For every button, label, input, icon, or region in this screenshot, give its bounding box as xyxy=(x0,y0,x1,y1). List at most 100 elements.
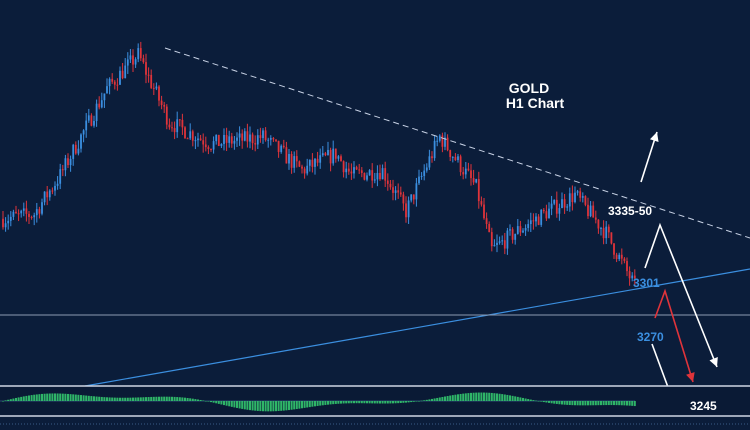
oscillator-bar xyxy=(178,397,181,401)
candle-body xyxy=(298,161,301,167)
oscillator-bar xyxy=(77,394,80,401)
candle-body xyxy=(337,156,340,159)
oscillator-bar xyxy=(137,397,140,401)
candle-body xyxy=(384,168,387,181)
candle-body xyxy=(145,62,147,75)
oscillator-bar xyxy=(394,401,397,404)
candle-body xyxy=(163,104,166,107)
oscillator-bar xyxy=(67,393,69,401)
candle-body xyxy=(475,179,478,183)
oscillator-bar xyxy=(121,397,124,401)
oscillator-bar xyxy=(423,400,426,401)
oscillator-bar xyxy=(106,397,108,401)
candle-body xyxy=(553,199,556,204)
oscillator-bar xyxy=(397,401,400,404)
candle-body xyxy=(410,194,413,201)
candle-body xyxy=(191,131,194,141)
candle-body xyxy=(454,156,457,161)
candle-body xyxy=(407,200,410,218)
candle-body xyxy=(501,240,504,242)
candle-body xyxy=(241,133,244,141)
oscillator-bar xyxy=(46,393,49,401)
oscillator-bar xyxy=(342,401,345,404)
oscillator-bar xyxy=(488,392,491,401)
oscillator-bar xyxy=(124,397,127,401)
oscillator-bar xyxy=(441,396,444,401)
oscillator-bar xyxy=(243,401,246,410)
oscillator-bar xyxy=(28,395,30,401)
candle-body xyxy=(35,209,38,216)
oscillator-bar xyxy=(314,401,316,407)
candle-body xyxy=(306,165,309,174)
candle-body xyxy=(124,65,127,79)
candle-body xyxy=(25,208,28,214)
candles-layer xyxy=(2,41,636,287)
candle-body xyxy=(345,168,348,173)
oscillator-bar xyxy=(454,394,457,401)
oscillator-bar xyxy=(558,401,561,405)
candle-body xyxy=(327,149,329,156)
oscillator-bar xyxy=(145,397,147,401)
oscillator-bar xyxy=(241,401,244,409)
oscillator-bar xyxy=(470,392,472,401)
candle-body xyxy=(194,140,197,142)
oscillator-bar xyxy=(545,401,548,403)
candle-body xyxy=(449,150,452,158)
oscillator-bar xyxy=(210,401,212,403)
candle-body xyxy=(527,224,530,228)
oscillator-bar xyxy=(197,399,199,401)
candle-body xyxy=(2,218,4,228)
oscillator-bar xyxy=(553,401,556,404)
oscillator-bar xyxy=(303,401,306,408)
oscillator-bar xyxy=(381,401,384,404)
candle-body xyxy=(477,179,480,202)
oscillator-bar xyxy=(56,393,59,401)
candle-body xyxy=(363,172,366,180)
oscillator-bar xyxy=(113,397,116,401)
candle-body xyxy=(269,138,272,140)
oscillator-bar xyxy=(529,399,532,401)
oscillator-bar xyxy=(189,398,192,401)
oscillator-bar xyxy=(353,401,355,404)
candle-body xyxy=(579,191,582,198)
oscillator-bar xyxy=(576,401,579,406)
oscillator-bar xyxy=(350,401,353,404)
arrow-red-down-to-3245-head xyxy=(686,372,695,382)
oscillator-bar xyxy=(64,393,67,401)
candle-body xyxy=(509,229,511,231)
oscillator-bar xyxy=(376,401,379,404)
candle-body xyxy=(264,130,267,141)
candle-body xyxy=(597,219,600,229)
oscillator-bar xyxy=(607,401,610,406)
candle-body xyxy=(545,211,548,219)
oscillator-bar xyxy=(306,401,309,408)
candle-body xyxy=(488,223,491,233)
oscillator-bar xyxy=(594,401,597,406)
candle-body xyxy=(28,213,30,217)
candle-body xyxy=(628,271,631,279)
candle-body xyxy=(483,204,485,219)
candle-body xyxy=(168,124,171,128)
oscillator-bar xyxy=(496,393,498,401)
oscillator-bar xyxy=(581,401,584,406)
oscillator-bar xyxy=(410,401,413,403)
oscillator-bar xyxy=(548,401,550,403)
candle-body xyxy=(249,134,251,142)
oscillator-bar xyxy=(202,400,205,401)
candle-body xyxy=(100,100,103,108)
oscillator-bar xyxy=(418,401,420,402)
oscillator-bar xyxy=(360,401,363,404)
support-trendline xyxy=(84,268,750,387)
oscillator-bar xyxy=(25,395,28,401)
oscillator-bar xyxy=(623,401,626,406)
candle-body xyxy=(605,226,608,239)
candle-body xyxy=(142,58,145,63)
candle-body xyxy=(259,135,262,139)
oscillator-bar xyxy=(72,394,75,401)
oscillator-bar xyxy=(87,395,90,401)
oscillator-bar xyxy=(100,396,103,401)
candle-body xyxy=(321,153,324,156)
lines-layer xyxy=(0,47,750,387)
